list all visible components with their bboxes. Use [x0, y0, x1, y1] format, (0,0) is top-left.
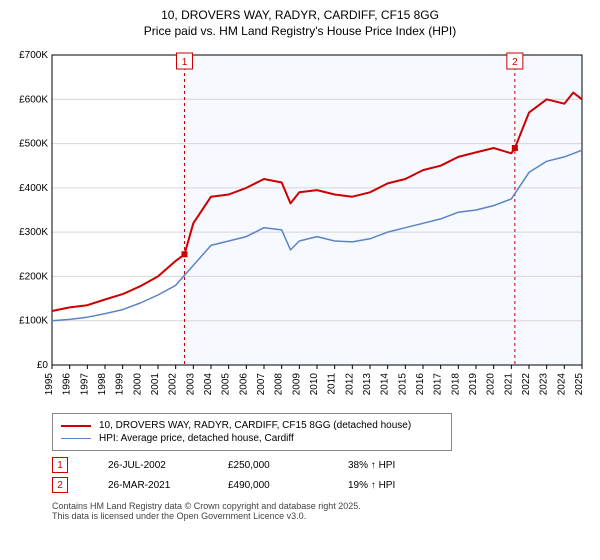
svg-text:2014: 2014 — [380, 373, 391, 396]
table-row: 1 26-JUL-2002 £250,000 38% ↑ HPI — [52, 457, 592, 473]
svg-text:2012: 2012 — [344, 373, 355, 396]
transaction-delta: 19% ↑ HPI — [348, 480, 428, 491]
svg-text:2001: 2001 — [150, 373, 161, 396]
transaction-price: £250,000 — [228, 460, 308, 471]
legend-swatch — [61, 425, 91, 427]
transactions-table: 1 26-JUL-2002 £250,000 38% ↑ HPI 2 26-MA… — [52, 457, 592, 493]
price-chart: £0 £100K £200K £300K £400K £500K £600K £700K 199… — [8, 45, 592, 405]
svg-text:2004: 2004 — [203, 373, 214, 396]
svg-text:1997: 1997 — [79, 373, 90, 396]
svg-text:2025: 2025 — [574, 373, 585, 396]
svg-text:2019: 2019 — [468, 373, 479, 396]
svg-text:2006: 2006 — [238, 373, 249, 396]
svg-text:1: 1 — [182, 57, 188, 68]
legend: 10, DROVERS WAY, RADYR, CARDIFF, CF15 8G… — [52, 413, 452, 451]
svg-text:2024: 2024 — [556, 373, 567, 396]
transaction-delta: 38% ↑ HPI — [348, 460, 428, 471]
marker-badge: 2 — [52, 477, 68, 493]
footer-line: Contains HM Land Registry data © Crown c… — [52, 501, 592, 511]
legend-row: 10, DROVERS WAY, RADYR, CARDIFF, CF15 8G… — [61, 420, 443, 431]
transaction-date: 26-MAR-2021 — [108, 480, 188, 491]
svg-text:2007: 2007 — [256, 373, 267, 396]
svg-text:2022: 2022 — [521, 373, 532, 396]
legend-label: 10, DROVERS WAY, RADYR, CARDIFF, CF15 8G… — [99, 420, 411, 431]
svg-text:£0: £0 — [37, 360, 49, 371]
transaction-price: £490,000 — [228, 480, 308, 491]
svg-text:1995: 1995 — [44, 373, 55, 396]
svg-text:2020: 2020 — [486, 373, 497, 396]
svg-text:2016: 2016 — [415, 373, 426, 396]
footer-line: This data is licensed under the Open Gov… — [52, 511, 592, 521]
svg-text:2000: 2000 — [132, 373, 143, 396]
title-address: 10, DROVERS WAY, RADYR, CARDIFF, CF15 8G… — [8, 8, 592, 24]
svg-text:2: 2 — [512, 57, 518, 68]
svg-text:£200K: £200K — [19, 272, 48, 283]
title-block: 10, DROVERS WAY, RADYR, CARDIFF, CF15 8G… — [8, 8, 592, 39]
svg-text:£400K: £400K — [19, 183, 48, 194]
svg-text:2005: 2005 — [221, 373, 232, 396]
footer-note: Contains HM Land Registry data © Crown c… — [52, 501, 592, 521]
transaction-date: 26-JUL-2002 — [108, 460, 188, 471]
svg-text:£600K: £600K — [19, 94, 48, 105]
svg-text:2013: 2013 — [362, 373, 373, 396]
legend-swatch — [61, 438, 91, 439]
svg-text:2021: 2021 — [503, 373, 514, 396]
svg-text:2017: 2017 — [433, 373, 444, 396]
svg-text:£700K: £700K — [19, 50, 48, 61]
legend-row: HPI: Average price, detached house, Card… — [61, 433, 443, 444]
svg-text:2015: 2015 — [397, 373, 408, 396]
svg-text:2009: 2009 — [291, 373, 302, 396]
svg-text:2008: 2008 — [274, 373, 285, 396]
svg-text:£300K: £300K — [19, 227, 48, 238]
legend-label: HPI: Average price, detached house, Card… — [99, 433, 294, 444]
svg-text:2023: 2023 — [539, 373, 550, 396]
marker-badge: 1 — [52, 457, 68, 473]
svg-text:2010: 2010 — [309, 373, 320, 396]
title-subtitle: Price paid vs. HM Land Registry's House … — [8, 24, 592, 40]
svg-text:£500K: £500K — [19, 139, 48, 150]
svg-text:2003: 2003 — [185, 373, 196, 396]
table-row: 2 26-MAR-2021 £490,000 19% ↑ HPI — [52, 477, 592, 493]
svg-text:1999: 1999 — [115, 373, 126, 396]
svg-text:2011: 2011 — [327, 373, 338, 395]
svg-text:1996: 1996 — [62, 373, 73, 396]
svg-text:£100K: £100K — [19, 316, 48, 327]
svg-text:2018: 2018 — [450, 373, 461, 396]
svg-text:1998: 1998 — [97, 373, 108, 396]
svg-text:2002: 2002 — [168, 373, 179, 396]
